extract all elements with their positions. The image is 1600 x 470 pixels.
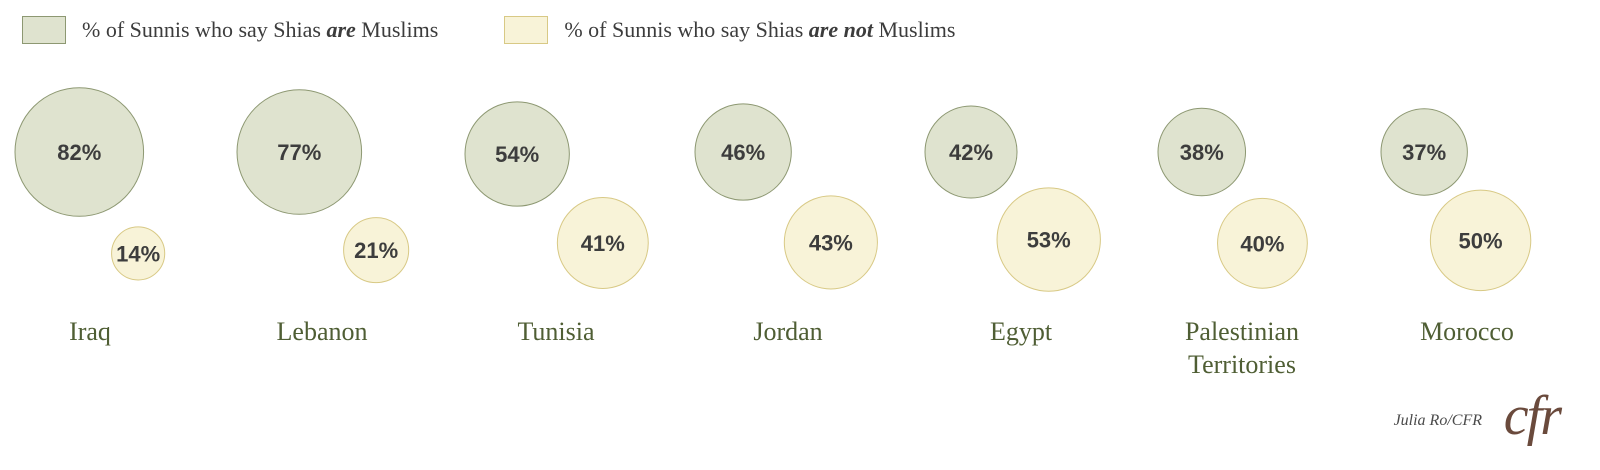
bubble-are-morocco (1380, 108, 1468, 196)
legend: % of Sunnis who say Shias are Muslims % … (22, 14, 1021, 46)
legend-item-are: % of Sunnis who say Shias are Muslims (22, 16, 438, 44)
bubble-not-egypt (996, 187, 1101, 292)
bubble-label-are-egypt: 42% (949, 140, 993, 165)
bubble-label-not-lebanon: 21% (354, 238, 398, 263)
bubble-label-are-palestinian-territories: 38% (1180, 140, 1224, 165)
bubble-are-jordan (694, 103, 792, 201)
bubble-label-are-jordan: 46% (721, 140, 765, 165)
legend-swatch-not (504, 16, 549, 44)
country-label-morocco: Morocco (1420, 317, 1514, 346)
bubble-label-not-tunisia: 41% (581, 231, 625, 256)
cfr-logo: cfr (1503, 385, 1562, 447)
bubble-not-palestinian-territories (1217, 197, 1308, 289)
bubble-are-lebanon (236, 89, 363, 215)
country-label-lebanon: Lebanon (277, 317, 368, 346)
bubble-are-iraq (14, 87, 145, 217)
country-label-palestinian-territories: Territories (1188, 350, 1296, 379)
bubble-are-egypt (924, 105, 1018, 199)
legend-label-not: % of Sunnis who say Shias are not Muslim… (564, 17, 956, 42)
country-label-egypt: Egypt (990, 317, 1053, 346)
credit-text: Julia Ro/CFR (1393, 412, 1482, 429)
country-label-iraq: Iraq (69, 317, 111, 346)
bubble-label-are-morocco: 37% (1402, 140, 1446, 165)
country-label-palestinian-territories: Palestinian (1185, 317, 1299, 346)
bubble-label-are-lebanon: 77% (277, 140, 321, 165)
bubble-not-tunisia (556, 197, 649, 289)
bubble-are-palestinian-territories (1157, 107, 1247, 197)
bubble-not-lebanon (343, 217, 410, 284)
bubble-not-iraq (111, 226, 166, 281)
legend-item-not: % of Sunnis who say Shias are not Muslim… (504, 16, 955, 44)
bubble-label-not-egypt: 53% (1027, 228, 1071, 253)
bubble-label-not-jordan: 43% (809, 230, 853, 255)
bubble-label-not-iraq: 14% (116, 241, 160, 266)
bubble-label-are-iraq: 82% (57, 140, 101, 165)
bubble-are-tunisia (464, 101, 570, 207)
country-label-tunisia: Tunisia (517, 317, 595, 346)
bubble-label-not-palestinian-territories: 40% (1240, 231, 1284, 256)
legend-label-are: % of Sunnis who say Shias are Muslims (82, 17, 439, 42)
bubble-label-are-tunisia: 54% (495, 142, 539, 167)
country-label-jordan: Jordan (753, 317, 822, 346)
bubble-not-jordan (783, 195, 878, 290)
bubble-label-not-morocco: 50% (1459, 228, 1503, 253)
bubble-not-morocco (1429, 189, 1532, 292)
legend-swatch-are (22, 16, 66, 44)
